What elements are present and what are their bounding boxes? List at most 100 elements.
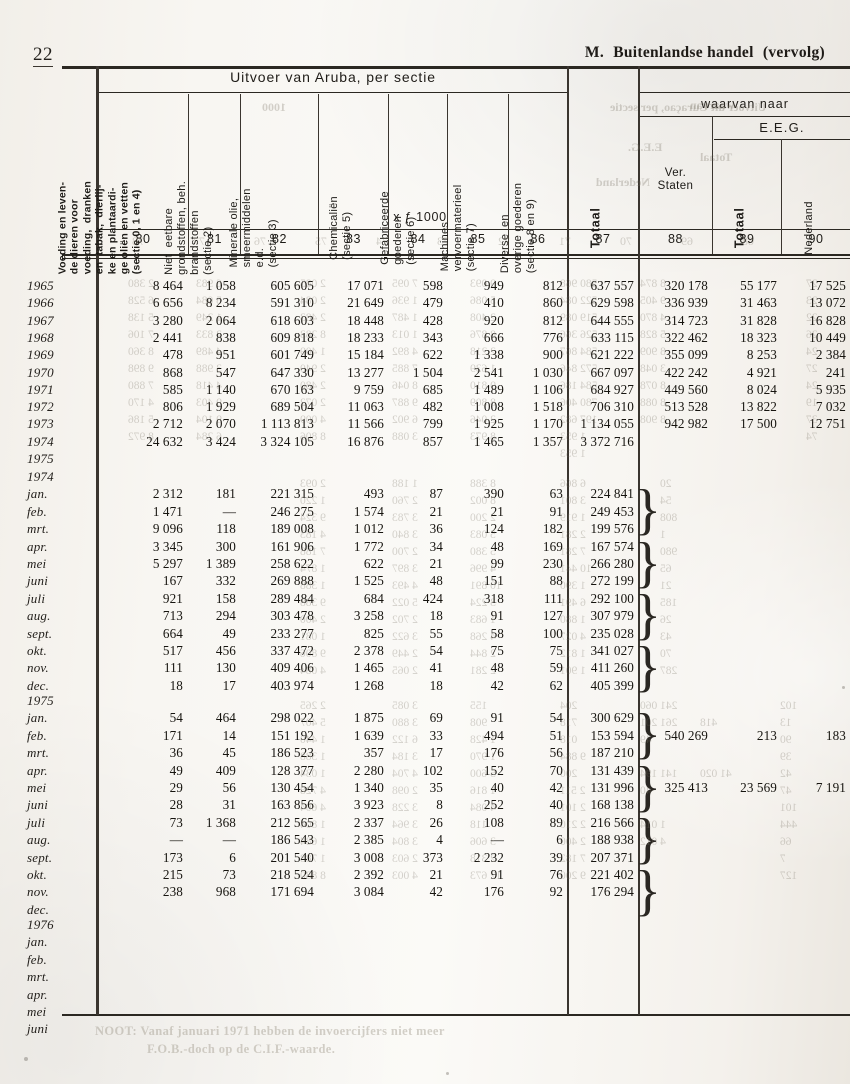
cell-1974-sept-c82: 233 277 — [270, 625, 314, 641]
row-label-1976-apr: apr. — [27, 986, 48, 1002]
row-label-1976-juni: juni — [27, 1021, 49, 1037]
row-label-1974-mei: mei — [27, 556, 47, 571]
cell-1975-okt-c82: 218 524 — [270, 867, 314, 882]
cell-1972-c82: 689 504 — [270, 399, 314, 415]
row-label-1975-dec: dec. — [27, 901, 50, 917]
cell-1966-c86: 860 — [542, 295, 563, 311]
cell-1971-c80: 585 — [162, 381, 183, 397]
cell-1974-juni-c84: 48 — [429, 573, 443, 589]
cell-1975-apr-c86: 70 — [549, 762, 563, 778]
cell-1975-nov-c80: 238 — [162, 884, 183, 900]
row-label-1975-nov: nov. — [27, 884, 49, 900]
cell-1974-nov-c85: 48 — [490, 660, 504, 676]
row-label-year-1973: 1973 — [27, 416, 54, 432]
showthrough-text: 127 — [780, 870, 798, 882]
row-label-1975-juni: juni — [27, 797, 49, 813]
cell-1974-mei-c80: 5 297 — [152, 556, 183, 571]
cell-1975-juni-c86: 40 — [549, 797, 563, 813]
cell-1975-sept-c80: 173 — [162, 849, 183, 865]
cell-1975-apr-c87: 131 439 — [590, 762, 634, 778]
cell-1969-c87: 621 222 — [590, 347, 634, 363]
cell-1972-c89: 13 822 — [740, 399, 777, 415]
cell-1974-aug-c83: 3 258 — [353, 608, 384, 624]
cell-1974-aug-c81: 294 — [215, 608, 236, 624]
cell-1971-c89: 8 024 — [746, 381, 777, 397]
cell-1971-c82: 670 163 — [270, 381, 314, 397]
column-header-83: Chemicaliën (sectie 5) — [327, 196, 353, 260]
cell-1974-dec-c85: 42 — [490, 677, 504, 693]
cell-1974-sept-c80: 664 — [162, 625, 183, 641]
row-label-1976-year: 1976 — [27, 917, 54, 932]
cell-1974-feb-c83: 1 574 — [353, 503, 384, 519]
cell-1971-c86: 1 106 — [532, 381, 563, 397]
row-label-1974-feb: feb. — [27, 503, 47, 519]
showthrough-text: 66 — [780, 836, 792, 848]
colnum-84: 84 — [410, 232, 426, 246]
cell-1975-juli-c83: 2 337 — [353, 814, 384, 830]
showthrough-text: 102 — [780, 700, 798, 712]
cell-1974-dec-c81: 17 — [222, 677, 236, 693]
cell-1967-c82: 618 603 — [270, 312, 314, 328]
cell-1975-mei-c81: 56 — [222, 780, 236, 795]
cell-1975-feb-c85: 494 — [483, 727, 504, 743]
cell-1974-feb-c84: 21 — [429, 503, 443, 519]
showthrough-text: 287 — [660, 665, 678, 677]
cell-1975-okt-c83: 2 392 — [353, 867, 384, 882]
cell-1975-q2-ver-staten: 325 413 — [664, 780, 708, 795]
showthrough-text: 54 — [660, 495, 672, 507]
colnum-86: 86 — [530, 232, 546, 246]
page-title-prefix: M. — [584, 44, 605, 61]
cell-1975-jan-c84: 69 — [429, 710, 443, 726]
cell-1969-c86: 900 — [542, 347, 563, 363]
cell-1974-okt-c84: 54 — [429, 643, 443, 658]
cell-1975-feb-c82: 151 192 — [270, 727, 314, 743]
cell-1974-juni-c81: 332 — [215, 573, 236, 589]
cell-1968-c89: 18 323 — [740, 329, 777, 345]
cell-1974-apr-c86: 169 — [542, 538, 563, 554]
cell-1974-juli-c86: 111 — [543, 590, 563, 606]
showthrough-text: 41 020 — [700, 768, 732, 780]
cell-1967-c88: 314 723 — [664, 312, 708, 328]
cell-1974-juli-c87: 292 100 — [590, 590, 634, 606]
cell-1975-q1-eeg-totaal: 213 — [756, 727, 777, 743]
row-label-1975-mrt: mrt. — [27, 745, 50, 761]
cell-1967-c85: 920 — [483, 312, 504, 328]
cell-1971-c83: 9 759 — [353, 381, 384, 397]
cell-1970-c84: 1 504 — [412, 364, 443, 380]
cell-1974-okt-c82: 337 472 — [270, 643, 314, 658]
cell-1972-c84: 482 — [422, 399, 443, 415]
cell-1974-aug-c87: 307 979 — [590, 608, 634, 624]
cell-1966-c81: 8 234 — [205, 295, 236, 311]
cell-1975-nov-c86: 92 — [549, 884, 563, 900]
units-label: x ƒ 1000 — [393, 210, 447, 224]
cell-1974-juli-c80: 921 — [162, 590, 183, 606]
cell-1975-okt-c84: 21 — [429, 867, 443, 882]
cell-1967-c83: 18 448 — [347, 312, 384, 328]
cell-1975-jan-c85: 91 — [490, 710, 504, 726]
showthrough-text: 21 — [660, 580, 672, 592]
cell-1974-aug-c84: 18 — [429, 608, 443, 624]
cell-1974-juni-c82: 269 888 — [270, 573, 314, 589]
showthrough-text: 1 953 — [560, 448, 586, 460]
cell-1966-c83: 21 649 — [347, 295, 384, 311]
cell-1975-aug-c83: 2 385 — [353, 832, 384, 848]
cell-1973-c85: 1 925 — [473, 416, 504, 432]
cell-1974-juni-c83: 1 525 — [353, 573, 384, 589]
footnote-line1: Vanaf januari 1971 hebben de invoercijfe… — [140, 1024, 445, 1038]
row-label-1974-juli: juli — [27, 590, 46, 606]
row-label-year-1974: 1974 — [27, 433, 54, 449]
cell-1971-c81: 1 140 — [205, 381, 236, 397]
row-label-year-1966: 1966 — [27, 295, 54, 311]
cell-1972-c80: 806 — [162, 399, 183, 415]
cell-1974-c82: 3 324 105 — [260, 433, 314, 449]
cell-1974-juni-c87: 272 199 — [590, 573, 634, 589]
cell-1974-jan-c83: 493 — [363, 486, 384, 502]
quarter-brace-1975-q4: } — [634, 860, 662, 922]
cell-1975-juli-c87: 216 566 — [590, 814, 634, 830]
cell-1975-feb-c86: 51 — [549, 727, 563, 743]
cell-1973-c87: 1 134 055 — [580, 416, 634, 432]
col-sep-88-89 — [712, 116, 714, 254]
cell-1970-c89: 4 921 — [746, 364, 777, 380]
colnum-83: 83 — [345, 232, 362, 246]
